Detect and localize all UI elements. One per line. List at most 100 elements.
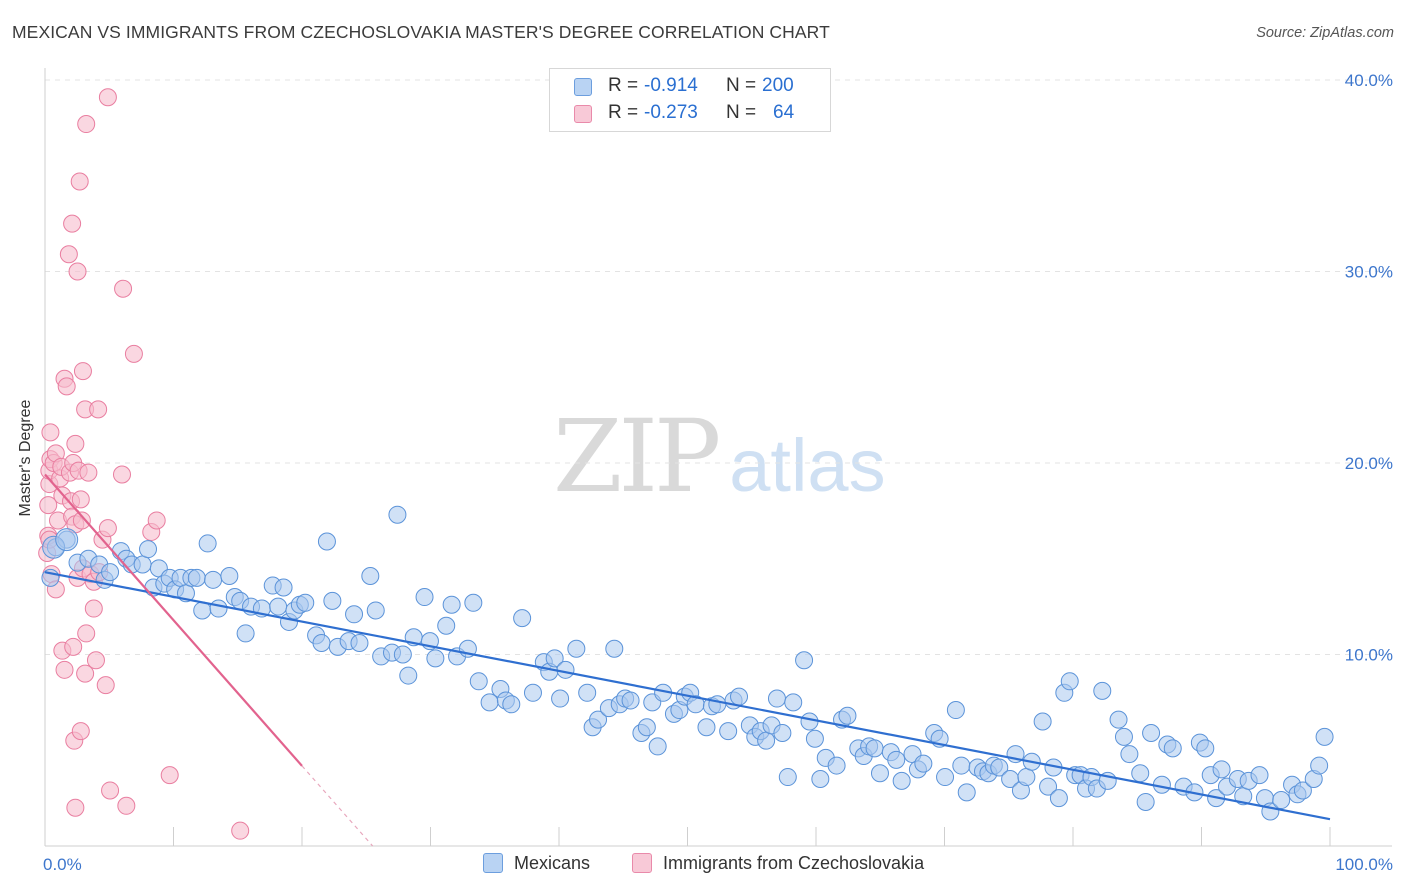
data-point (117, 796, 136, 815)
correlation-legend: R = -0.914 N = 200 R = -0.273 N = 64 (549, 68, 831, 132)
data-point (73, 362, 92, 381)
data-point (66, 434, 85, 453)
data-point (1315, 727, 1334, 746)
legend-swatch-blue (483, 853, 503, 873)
trend-line-czechoslovakia-extension (301, 765, 374, 847)
data-point (936, 768, 955, 787)
data-point (567, 639, 586, 658)
data-point (708, 695, 727, 714)
data-point (86, 651, 105, 670)
data-point (805, 729, 824, 748)
data-point (914, 754, 933, 773)
data-point (719, 722, 738, 741)
data-point (1272, 791, 1291, 810)
data-point (1136, 792, 1155, 811)
data-point (865, 739, 884, 758)
data-point (393, 645, 412, 664)
y-tick-label-10: 10.0% (1345, 646, 1393, 665)
data-point (1142, 724, 1161, 743)
trend-lines (44, 473, 1331, 847)
data-point (323, 591, 342, 610)
data-point (204, 570, 223, 589)
watermark-atlas: atlas (729, 424, 886, 507)
watermark-zip: ZIP (553, 398, 721, 515)
watermark: ZIP atlas (553, 398, 886, 515)
data-point (442, 595, 461, 614)
data-point (838, 706, 857, 725)
data-point (437, 616, 456, 635)
data-point (1039, 777, 1058, 796)
axes (44, 68, 1392, 847)
legend-swatch-pink (574, 105, 592, 123)
data-point (269, 597, 288, 616)
data-point (220, 566, 239, 585)
data-point (96, 676, 115, 695)
y-tick-label-20: 20.0% (1345, 454, 1393, 473)
data-point-large (55, 528, 79, 552)
legend-r-value: -0.273 (644, 102, 698, 123)
data-point (697, 718, 716, 737)
data-point (71, 490, 90, 509)
data-point (957, 783, 976, 802)
source-note: Source: ZipAtlas.com (1256, 25, 1394, 41)
data-point (399, 666, 418, 685)
data-point (160, 766, 179, 785)
data-point (1109, 710, 1128, 729)
legend-label-mexicans: Mexicans (514, 853, 591, 873)
y-tick-label-40: 40.0% (1345, 71, 1393, 90)
data-point (77, 624, 96, 643)
x-tick-label-100: 100.0% (1335, 855, 1393, 874)
data-point (887, 750, 906, 769)
data-point (415, 588, 434, 607)
data-point (773, 724, 792, 743)
gridlines (45, 79, 1392, 655)
data-point (89, 400, 108, 419)
data-point (1093, 681, 1112, 700)
data-point (345, 605, 364, 624)
data-point (124, 344, 143, 363)
data-point (578, 683, 597, 702)
legend-n-value: 200 (762, 75, 794, 96)
data-point (198, 534, 217, 553)
data-point (621, 691, 640, 710)
data-point (1250, 766, 1269, 785)
data-point (101, 781, 120, 800)
data-point (946, 701, 965, 720)
data-point (1120, 745, 1139, 764)
data-point (767, 689, 786, 708)
y-tick-label-30: 30.0% (1345, 263, 1393, 282)
data-point (589, 710, 608, 729)
data-point (795, 651, 814, 670)
data-point (63, 214, 82, 233)
data-point (112, 465, 131, 484)
x-tick-label-0: 0.0% (43, 855, 82, 874)
data-point (1017, 768, 1036, 787)
data-point (139, 540, 158, 559)
data-point (114, 279, 133, 298)
trend-line-czechoslovakia (44, 473, 303, 767)
data-point (1293, 781, 1312, 800)
data-point (1114, 727, 1133, 746)
series-mexicans-points (41, 505, 1334, 821)
data-point (648, 737, 667, 756)
legend-label-czechoslovakia: Immigrants from Czechoslovakia (663, 853, 925, 873)
data-point (784, 693, 803, 712)
legend-swatch-blue (574, 78, 592, 96)
data-point (990, 758, 1009, 777)
data-point (71, 722, 90, 741)
data-point (545, 649, 564, 668)
data-point (312, 634, 331, 653)
data-point (730, 687, 749, 706)
trend-line-mexicans (44, 571, 1331, 821)
data-point (892, 771, 911, 790)
legend-r-value: -0.914 (644, 75, 698, 96)
legend-n-label: N = (726, 102, 757, 123)
data-point (59, 245, 78, 264)
chart-title: MEXICAN VS IMMIGRANTS FROM CZECHOSLOVAKI… (12, 22, 830, 42)
data-point (317, 532, 336, 551)
data-point (952, 756, 971, 775)
data-point (77, 115, 96, 134)
data-point (236, 624, 255, 643)
data-point (366, 601, 385, 620)
data-point (41, 423, 60, 442)
